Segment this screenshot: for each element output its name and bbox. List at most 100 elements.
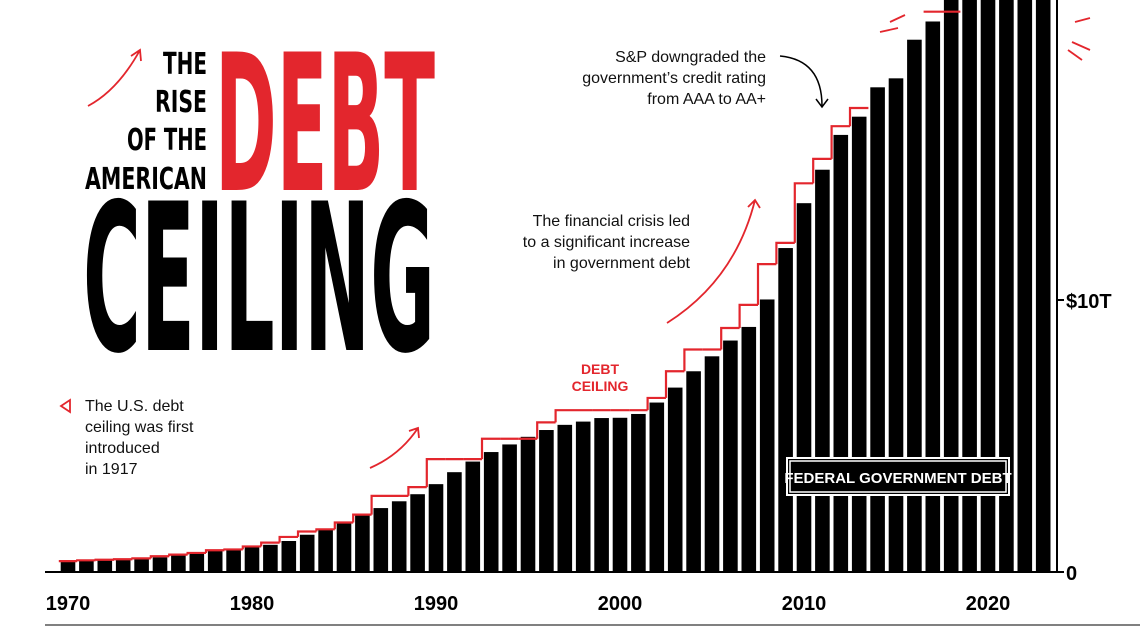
x-tick-label: 2010 <box>782 593 827 615</box>
bar <box>778 248 793 572</box>
annotation: in government debt <box>553 255 691 272</box>
annotation: in 1917 <box>85 461 138 478</box>
bar <box>336 522 352 572</box>
bar <box>575 421 591 572</box>
bar <box>171 554 186 572</box>
ceiling-step <box>812 157 832 184</box>
bar <box>759 299 775 572</box>
ceiling-step <box>131 557 151 560</box>
bar <box>520 436 536 572</box>
bar <box>649 402 665 572</box>
bar <box>631 413 646 572</box>
ceiling-step <box>223 548 243 551</box>
bar <box>244 547 260 572</box>
bar <box>667 387 683 572</box>
decorations <box>59 14 1091 469</box>
bar <box>355 514 370 572</box>
ceiling-step <box>278 535 298 543</box>
bar <box>796 203 812 572</box>
ceiling-step <box>315 528 335 532</box>
bar <box>943 0 959 572</box>
ceiling-step <box>554 409 574 423</box>
bar <box>318 529 333 572</box>
legend-frame <box>789 460 1007 493</box>
bar <box>1017 0 1033 572</box>
ceiling-step <box>425 458 446 488</box>
bar <box>502 444 517 572</box>
ceiling-step <box>296 530 317 537</box>
bar <box>815 169 830 572</box>
bar <box>115 559 131 572</box>
ceiling-step <box>186 551 206 555</box>
bar <box>907 39 922 572</box>
ceiling-step <box>738 303 758 329</box>
bar <box>741 326 757 572</box>
bar <box>391 501 407 572</box>
title-debt: DEBT <box>215 14 435 235</box>
annotation: ceiling was first <box>85 419 194 436</box>
ceiling-step <box>149 555 170 559</box>
ceiling-label: DEBT CEILING <box>572 361 629 394</box>
annotation: The U.S. debt <box>85 398 184 415</box>
arrow <box>666 198 761 324</box>
x-tick-label: 1990 <box>414 593 459 615</box>
y-tick-label: 0 <box>1066 563 1077 585</box>
bar <box>226 549 241 572</box>
bar <box>612 417 628 572</box>
ceiling-step <box>94 558 114 561</box>
x-tick-label: 2020 <box>966 593 1011 615</box>
ceiling-step <box>720 326 740 350</box>
title-line: AMERICAN <box>85 162 207 197</box>
title: THE RISE OF THE AMERICAN DEBT CEILING <box>83 14 435 399</box>
ceiling-step <box>775 241 795 265</box>
bar <box>888 78 904 572</box>
bar <box>704 356 720 572</box>
bar <box>79 560 94 572</box>
title-ceiling: CEILING <box>83 161 435 399</box>
ceiling-step <box>683 348 703 372</box>
annotation: The financial crisis led <box>533 213 690 230</box>
bar <box>465 461 481 572</box>
ceiling-step <box>848 106 869 127</box>
legend-label: FEDERAL GOVERNMENT DEBT <box>784 470 1011 487</box>
bar <box>97 560 113 572</box>
ceiling-step <box>204 549 225 553</box>
bar <box>686 371 701 572</box>
bar <box>189 552 205 572</box>
bar <box>373 508 389 572</box>
ceiling-step <box>664 370 685 398</box>
bar <box>851 116 867 572</box>
ceiling-step <box>370 494 390 515</box>
ceiling-step <box>480 437 501 460</box>
bar <box>594 418 609 572</box>
ceiling-step <box>646 396 666 411</box>
ceiling-step <box>830 125 850 159</box>
ceiling-step <box>241 545 262 550</box>
annotation: from AAA to AA+ <box>647 91 766 108</box>
bar <box>980 0 996 572</box>
ceiling-step <box>536 421 556 439</box>
bar <box>870 87 885 572</box>
bar <box>410 494 425 572</box>
annotation: S&P downgraded the <box>615 49 766 66</box>
ceiling-step <box>333 521 354 530</box>
title-line: OF THE <box>127 123 207 158</box>
x-tick-label: 1970 <box>46 593 91 615</box>
annotation: government’s credit rating <box>582 70 766 87</box>
bar <box>539 430 554 572</box>
annotation: introduced <box>85 440 160 457</box>
bar <box>60 561 76 572</box>
x-tick-label: 2000 <box>598 593 643 615</box>
ceiling-step <box>352 513 372 523</box>
ceiling-step <box>407 486 427 496</box>
bar <box>833 134 849 572</box>
arrow-marker <box>59 398 71 414</box>
title-line: THE <box>163 47 207 82</box>
bar <box>152 557 168 572</box>
arrow <box>369 426 420 469</box>
bar <box>263 544 278 572</box>
bar <box>1035 0 1051 572</box>
ceiling-step <box>793 182 814 243</box>
arrow <box>779 55 829 109</box>
